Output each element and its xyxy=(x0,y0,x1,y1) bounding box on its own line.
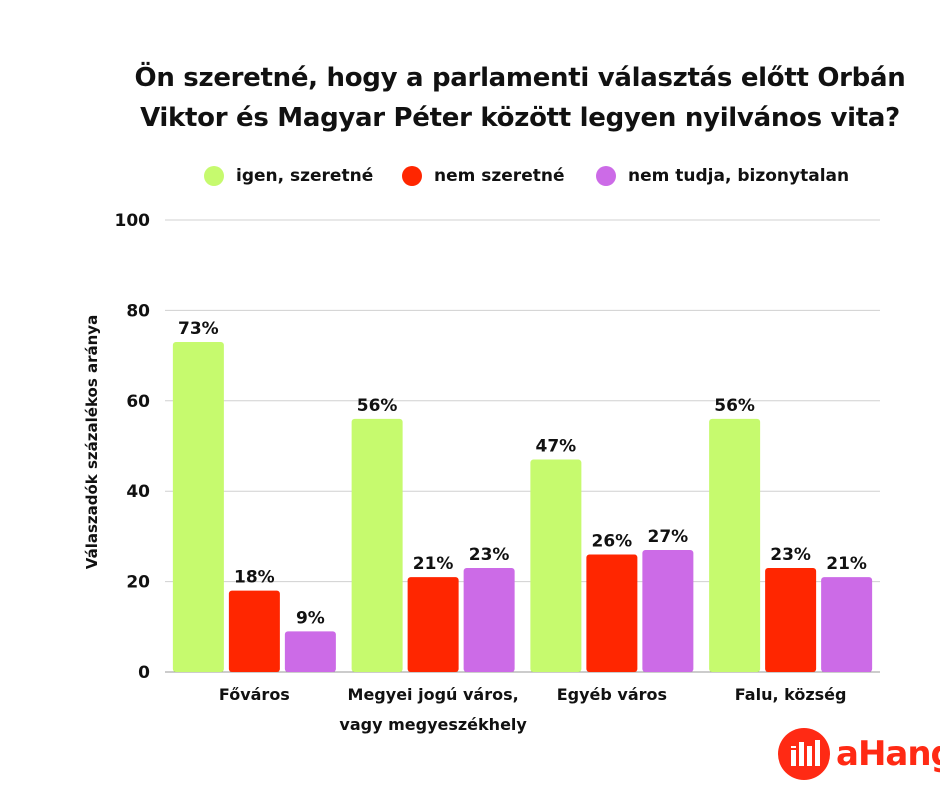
bar xyxy=(284,631,336,672)
x-tick-label: vagy megyeszékhely xyxy=(339,715,527,734)
bar xyxy=(407,577,459,672)
data-label: 73% xyxy=(178,319,219,339)
legend-item-bizonytalan: nem tudja, bizonytalan xyxy=(596,166,849,186)
ahang-logo: aHang xyxy=(778,728,940,780)
bar xyxy=(586,554,638,672)
bar xyxy=(709,418,761,672)
y-tick-label: 40 xyxy=(126,482,150,502)
y-tick-label: 80 xyxy=(126,301,150,321)
data-label: 56% xyxy=(714,396,755,416)
y-tick-label: 20 xyxy=(126,573,150,593)
bar xyxy=(228,590,280,672)
y-tick-label: 100 xyxy=(115,211,151,231)
data-label: 26% xyxy=(592,531,633,551)
data-label: 23% xyxy=(770,545,811,565)
data-label: 21% xyxy=(826,554,867,574)
chart-title-line-1: Ön szeretné, hogy a parlamenti választás… xyxy=(134,63,906,93)
legend-item-igen: igen, szeretné xyxy=(204,166,373,186)
x-tick-label: Egyéb város xyxy=(557,685,667,704)
legend-label-bizonytalan: nem tudja, bizonytalan xyxy=(628,166,850,186)
ahang-logo-text: aHang xyxy=(836,734,940,774)
data-label: 27% xyxy=(648,527,689,547)
bar xyxy=(351,418,403,672)
x-tick-label: Megyei jogú város, xyxy=(348,685,519,704)
bar xyxy=(821,577,873,672)
data-label: 56% xyxy=(357,396,398,416)
data-label: 47% xyxy=(536,437,577,457)
data-label: 18% xyxy=(234,568,275,588)
data-label: 9% xyxy=(296,608,325,628)
bar xyxy=(642,549,694,672)
legend-label-igen: igen, szeretné xyxy=(236,166,374,186)
ahang-logo-icon xyxy=(778,728,830,780)
bar xyxy=(172,342,224,672)
data-label: 21% xyxy=(413,554,454,574)
bar xyxy=(765,568,817,672)
x-tick-label: Főváros xyxy=(219,685,290,704)
x-tick-label: Falu, község xyxy=(735,685,847,704)
y-tick-label: 60 xyxy=(126,392,150,412)
data-label: 23% xyxy=(469,545,510,565)
legend-swatch-nem xyxy=(402,166,422,186)
bar xyxy=(530,459,582,672)
legend-swatch-igen xyxy=(204,166,224,186)
legend: igen, szeretné nem szeretné nem tudja, b… xyxy=(0,166,940,196)
y-tick-label: 0 xyxy=(138,663,150,683)
legend-item-nem: nem szeretné xyxy=(402,166,564,186)
chart-title-line-2: Viktor és Magyar Péter között legyen nyi… xyxy=(140,103,900,133)
chart-title: Ön szeretné, hogy a parlamenti választás… xyxy=(100,58,940,138)
legend-swatch-bizonytalan xyxy=(596,166,616,186)
legend-label-nem: nem szeretné xyxy=(434,166,565,186)
bar xyxy=(463,568,515,672)
